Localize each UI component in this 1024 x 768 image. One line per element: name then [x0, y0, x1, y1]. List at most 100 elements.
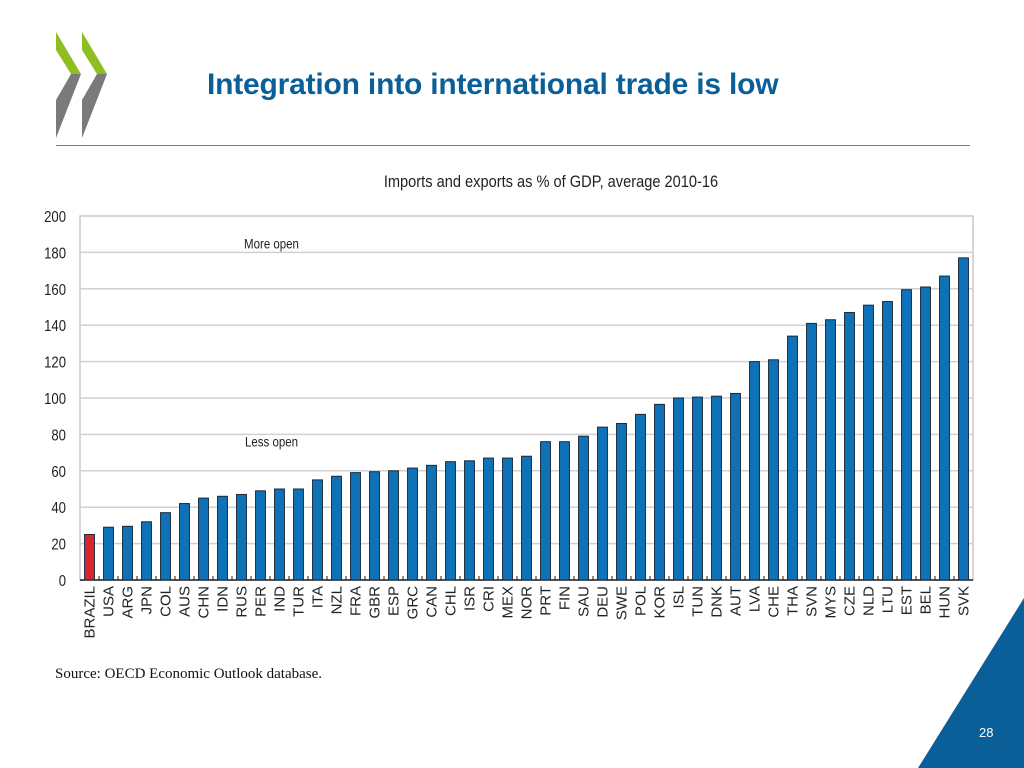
x-tick-label: TUR: [291, 586, 308, 617]
x-tick-label: LTU: [880, 586, 897, 613]
bar-cri: [483, 457, 494, 581]
x-tick-label: PRT: [538, 586, 555, 616]
bar-sau: [578, 435, 589, 581]
x-tick-label: ISL: [671, 586, 688, 609]
bar-cze: [844, 311, 855, 581]
x-tick-label: DEU: [595, 586, 612, 618]
x-tick-label: NLD: [861, 586, 878, 616]
y-tick-label: 20: [51, 536, 66, 553]
x-tick-label: LVA: [747, 586, 764, 612]
x-tick-label: FRA: [348, 586, 365, 616]
x-tick-label: SWE: [614, 586, 631, 620]
x-tick-label: BRAZIL: [82, 586, 99, 639]
y-tick-label: 80: [51, 427, 66, 444]
bar-rus: [236, 493, 247, 581]
bar-gbr: [369, 471, 380, 581]
annotation-label: More open: [244, 235, 299, 251]
bar-usa: [103, 526, 114, 581]
bar-per: [255, 490, 266, 581]
bar-kor: [654, 403, 665, 581]
x-tick-label: MEX: [500, 586, 517, 619]
bar-est: [901, 289, 912, 581]
x-tick-label: HUN: [937, 586, 954, 619]
bar-grc: [407, 467, 418, 581]
chart-title: Imports and exports as % of GDP, average…: [384, 173, 718, 191]
annotations: More open Less open: [244, 235, 299, 450]
y-tick-label: 120: [44, 354, 66, 371]
x-tick-label: AUT: [728, 586, 745, 616]
bar-dnk: [711, 395, 722, 581]
x-tick-label: ITA: [310, 586, 327, 608]
y-tick-label: 100: [44, 391, 66, 408]
bar-tur: [293, 488, 304, 581]
bar-fra: [350, 472, 361, 581]
x-tick-label: IDN: [215, 586, 232, 612]
x-tick-label: USA: [101, 586, 118, 617]
x-tick-label: ESP: [386, 586, 403, 616]
x-tick-label: FIN: [557, 586, 574, 610]
source-note: Source: OECD Economic Outlook database.: [55, 666, 323, 682]
x-tick-label: CRI: [481, 586, 498, 612]
x-tick-label: ARG: [120, 586, 137, 619]
x-tick-label: RUS: [234, 586, 251, 618]
bar-ita: [312, 479, 323, 581]
x-tick-label: CZE: [842, 586, 859, 616]
bar-aus: [179, 503, 190, 581]
x-tick-label: EST: [899, 586, 916, 615]
x-tick-label: IND: [272, 586, 289, 612]
x-tick-label: CHN: [196, 586, 213, 619]
bar-chn: [198, 497, 209, 581]
logo-chevron-gray-right: [82, 74, 107, 138]
bar-che: [768, 359, 779, 581]
x-tick-label: TUN: [690, 586, 707, 617]
y-tick-label: 200: [44, 209, 66, 226]
bar-chart: Imports and exports as % of GDP, average…: [44, 173, 974, 639]
x-tick-label: ISR: [462, 586, 479, 611]
bar-nzl: [331, 475, 342, 581]
x-tick-label: SAU: [576, 586, 593, 617]
title-divider: [56, 145, 970, 146]
bar-idn: [217, 495, 228, 581]
bars: [84, 257, 969, 581]
bar-lva: [749, 361, 760, 581]
bar-chl: [445, 461, 456, 581]
bar-esp: [388, 470, 399, 581]
bar-fin: [559, 441, 570, 581]
bar-svk: [958, 257, 969, 581]
bar-swe: [616, 422, 627, 581]
bar-ltu: [882, 301, 893, 581]
y-tick-label: 60: [51, 464, 66, 481]
x-tick-label: DNK: [709, 586, 726, 618]
x-tick-label: CHE: [766, 586, 783, 618]
bar-can: [426, 464, 437, 581]
annotation-label: Less open: [245, 434, 298, 450]
bar-pol: [635, 413, 646, 581]
bar-hun: [939, 275, 950, 581]
y-tick-label: 40: [51, 500, 66, 517]
x-tick-label: SVK: [956, 586, 973, 616]
bar-tun: [692, 396, 703, 581]
x-tick-label: JPN: [139, 586, 156, 614]
y-tick-label: 0: [59, 573, 66, 590]
bar-col: [160, 512, 171, 581]
gridlines: [79, 215, 974, 581]
x-tick-label: POL: [633, 586, 650, 616]
slide-title: Integration into international trade is …: [207, 68, 779, 101]
bar-mys: [825, 319, 836, 581]
x-tick-label: COL: [158, 586, 175, 617]
bar-isl: [673, 397, 684, 581]
bar-bel: [920, 286, 931, 581]
y-axis-ticks: 0 20 40 60 80 100 120 140 160 180 200: [44, 209, 66, 590]
y-tick-label: 160: [44, 282, 66, 299]
bar-jpn: [141, 521, 152, 581]
x-tick-label: GRC: [405, 586, 422, 620]
oecd-logo-icon: [56, 32, 107, 138]
x-tick-label: MYS: [823, 586, 840, 619]
x-tick-label: PER: [253, 586, 270, 617]
bar-nld: [863, 304, 874, 581]
bar-aut: [730, 392, 741, 581]
x-tick-label: NZL: [329, 586, 346, 614]
bar-brazil: [84, 534, 95, 581]
x-tick-label: THA: [785, 586, 802, 616]
x-tick-label: CHL: [443, 586, 460, 616]
